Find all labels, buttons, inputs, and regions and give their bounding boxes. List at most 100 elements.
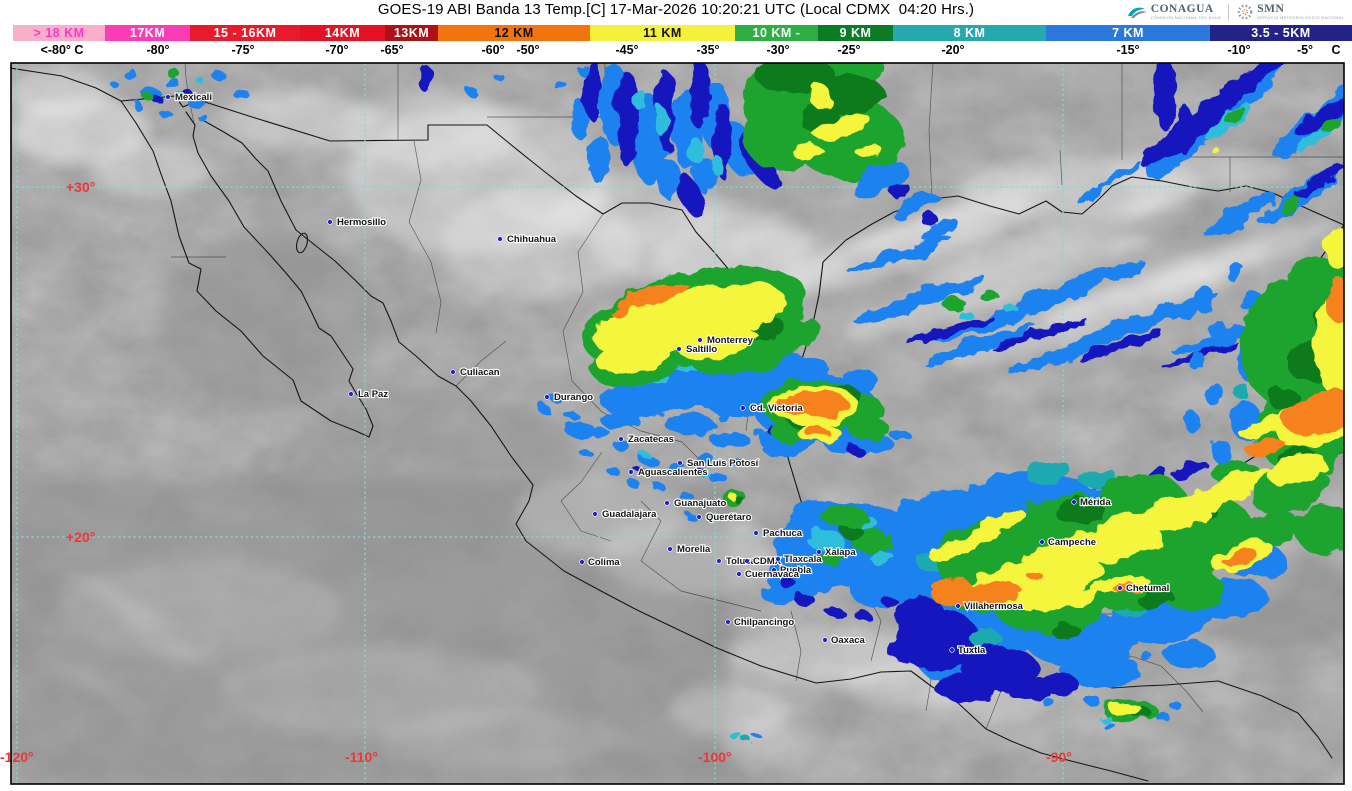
city-marker (667, 546, 673, 552)
city-marker (664, 500, 670, 506)
city-label: Morelia (677, 544, 711, 555)
scale-segment: 15 - 16KM (190, 25, 300, 41)
cloud-system-caribbean (1184, 230, 1344, 573)
cloud-system-south (731, 695, 1182, 744)
city-label: Campeche (1048, 537, 1096, 548)
city-label: Xalapa (825, 547, 856, 558)
cloud-system-central (537, 393, 779, 519)
temperature-label: C (1331, 43, 1341, 57)
smn-logo: SMN SERVICIO METEOROLÓGICO NACIONAL (1236, 3, 1344, 21)
city-label: Aguascalientes (638, 467, 708, 478)
city-label: Culiacan (460, 367, 500, 378)
city-label: Zacatecas (628, 434, 674, 445)
city-marker (677, 460, 683, 466)
city-marker (1039, 539, 1045, 545)
cloud-texture (11, 70, 1344, 784)
city-label: Querétaro (706, 512, 752, 523)
city-marker (716, 558, 722, 564)
smn-subtitle: SERVICIO METEOROLÓGICO NACIONAL (1257, 15, 1344, 21)
temperature-row: <-80° C -80° -75° -70° -65° -60° -50° -45° -35° -… (0, 43, 1352, 57)
latitude-label: +30° (66, 179, 95, 195)
city-marker (348, 391, 354, 397)
cloud-system-northwest (111, 67, 251, 124)
city-marker (676, 346, 682, 352)
city-label: Chetumal (1126, 583, 1169, 594)
cloud-system-southeast (883, 460, 1285, 702)
city-label: CDMX (753, 556, 782, 567)
city-marker (744, 558, 750, 564)
city-label: Mexicali (175, 92, 212, 103)
city-label: Puebla (780, 565, 812, 576)
city-marker (327, 219, 333, 225)
city-label: Oaxaca (831, 635, 866, 646)
city-label: Durango (554, 392, 593, 403)
city-marker (822, 637, 828, 643)
cloud-system-coahuila (565, 266, 830, 448)
city-label: Monterrey (707, 335, 754, 346)
city-marker (544, 394, 550, 400)
temperature-label: -10° (1227, 43, 1251, 57)
city-marker (450, 369, 456, 375)
city-label: Tuxtla (958, 645, 986, 656)
city-marker (696, 514, 702, 520)
longitude-label: -100° (698, 749, 732, 765)
scale-segment: 9 KM (818, 25, 893, 41)
cloud-system-northeast (1076, 63, 1344, 240)
conagua-logo: CONAGUA COMISIÓN NACIONAL DEL AGUA (1126, 3, 1221, 21)
scale-segment: > 18 KM (13, 25, 105, 41)
city-label: Cuernavaca (745, 569, 800, 580)
city-label: Cd. Victoria (750, 403, 803, 414)
city-label: Colima (588, 557, 620, 568)
map-frame (10, 62, 1345, 785)
city-marker (949, 647, 955, 653)
scale-segment: 10 KM - (735, 25, 818, 41)
cloud-system-victoria (750, 370, 910, 456)
city-marker (740, 405, 746, 411)
city-marker (579, 559, 585, 565)
city-marker (1117, 585, 1123, 591)
city-marker (771, 567, 777, 573)
city-marker (618, 436, 624, 442)
city-marker (775, 556, 781, 562)
smn-name: SMN (1257, 2, 1285, 15)
cloud-system-texas (418, 63, 959, 242)
city-label: Saltillo (686, 344, 717, 355)
temperature-label: -15° (1116, 43, 1140, 57)
conagua-name: CONAGUA (1150, 2, 1214, 15)
temperature-label: -30° (766, 43, 790, 57)
city-label: Mérida (1080, 497, 1111, 508)
city-marker (1071, 499, 1077, 505)
temperature-label: -20° (941, 43, 965, 57)
scale-segment: 11 KM (590, 25, 735, 41)
longitude-label: -110° (345, 749, 378, 765)
logo-divider (1228, 3, 1230, 21)
temperature-label: -50° (516, 43, 540, 57)
city-marker (955, 603, 961, 609)
city-label: Guanajuato (674, 498, 726, 509)
city-label: Pachuca (763, 528, 803, 539)
conagua-subtitle: COMISIÓN NACIONAL DEL AGUA (1150, 15, 1222, 21)
temperature-label: -25° (837, 43, 861, 57)
city-marker (816, 549, 822, 555)
conagua-wave-icon (1127, 7, 1147, 18)
city-marker (165, 94, 171, 100)
longitude-label: -120° (0, 749, 34, 765)
scale-segment: 8 KM (893, 25, 1046, 41)
city-label: San Luis Potosí (687, 458, 759, 469)
scale-segment: 17KM (105, 25, 190, 41)
temperature-label: -80° (146, 43, 170, 57)
temperature-label: -35° (696, 43, 720, 57)
agency-logos: CONAGUA COMISIÓN NACIONAL DEL AGUA SMN S… (1126, 2, 1344, 22)
scale-segment: 3.5 - 5KM (1210, 25, 1352, 41)
coordinate-labels: +30° +20° -120° -110° -100° -90° (0, 179, 1072, 765)
map-canvas: Mexicali Hermosillo Chihuahua Culiacan La Pa… (11, 63, 1344, 784)
city-label: Villahermosa (964, 601, 1024, 612)
city-labels: Mexicali Hermosillo Chihuahua Culiacan La Pa… (165, 91, 1170, 657)
temperature-label: -60° (481, 43, 505, 57)
city-label: La Paz (358, 389, 388, 400)
cloud-overlay (111, 63, 1344, 744)
city-marker (592, 511, 598, 517)
temperature-label: <-80° C (40, 43, 84, 57)
cloud-system-gulf-streaks (847, 237, 1288, 373)
